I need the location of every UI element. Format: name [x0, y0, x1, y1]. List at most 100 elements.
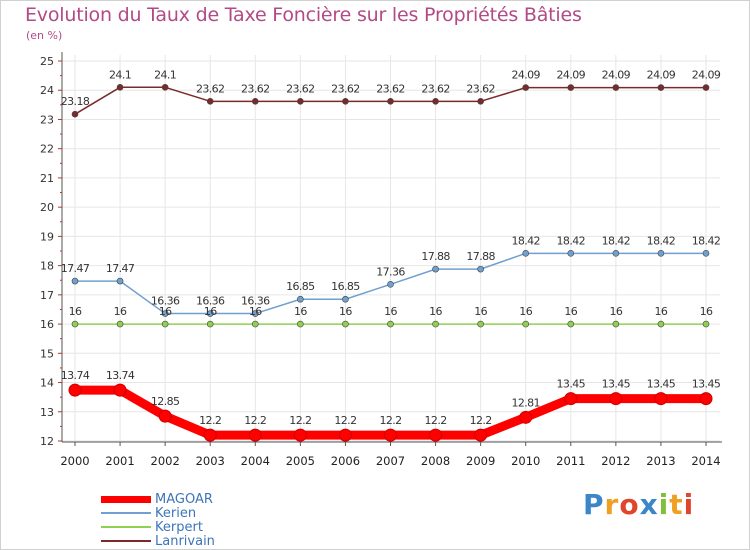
x-tick-label: 2002	[151, 454, 180, 468]
data-label-kerpert: 16	[655, 305, 668, 318]
data-point-kerpert	[116, 320, 124, 328]
data-label-magoar: 13.74	[61, 369, 90, 382]
data-label-kerpert: 16	[204, 305, 217, 318]
data-label-magoar: 12.2	[379, 414, 401, 427]
data-label-magoar: 12.2	[289, 414, 311, 427]
data-point-magoar	[113, 383, 127, 397]
data-point-magoar	[474, 428, 488, 442]
data-point-kerpert	[297, 320, 304, 328]
data-point-kerien	[477, 265, 484, 273]
logo-letter: x	[639, 488, 659, 521]
y-tick-label: 22	[40, 143, 54, 156]
data-point-kerien	[432, 265, 439, 273]
data-label-kerpert: 16	[384, 305, 397, 318]
data-label-kerien: 17.47	[61, 262, 90, 275]
data-label-lanrivain: 24.09	[557, 69, 586, 82]
data-label-magoar: 12.2	[470, 414, 492, 427]
legend-swatch-kerien	[101, 512, 151, 514]
data-point-lanrivain	[567, 84, 575, 91]
data-label-kerpert: 16	[564, 305, 577, 318]
data-label-kerien: 18.42	[557, 234, 586, 247]
data-point-lanrivain	[477, 98, 484, 105]
data-label-kerpert: 16	[609, 305, 622, 318]
data-point-kerien	[297, 295, 304, 303]
x-tick-label: 2009	[466, 454, 495, 468]
y-unit-label: (en %)	[26, 29, 63, 42]
data-point-lanrivain	[161, 84, 169, 91]
data-label-kerpert: 16	[519, 305, 532, 318]
data-label-kerien: 18.42	[692, 234, 721, 247]
y-tick-label: 21	[40, 172, 54, 185]
logo-letter: o	[619, 488, 640, 521]
data-point-lanrivain	[342, 98, 349, 105]
data-point-lanrivain	[251, 98, 259, 105]
x-tick-label: 2013	[646, 454, 675, 468]
x-tick-label: 2011	[556, 454, 585, 468]
data-point-magoar	[654, 392, 668, 406]
y-tick-label: 15	[40, 347, 54, 360]
data-point-kerien	[251, 310, 259, 317]
legend-swatch-lanrivain	[101, 540, 151, 542]
legend-swatch-magoar	[101, 495, 151, 503]
data-point-magoar	[338, 428, 352, 442]
x-tick-label: 2008	[421, 454, 450, 468]
data-point-magoar	[158, 409, 172, 423]
data-label-lanrivain: 24.1	[154, 68, 176, 81]
data-point-kerpert	[342, 320, 349, 328]
data-point-magoar	[429, 428, 443, 442]
data-label-kerpert: 16	[474, 305, 487, 318]
data-point-kerien	[567, 250, 575, 257]
y-tick-label: 16	[40, 318, 54, 331]
y-tick-label: 14	[40, 377, 54, 390]
data-point-lanrivain	[116, 84, 124, 91]
data-label-lanrivain: 23.18	[61, 95, 90, 108]
data-label-magoar: 12.2	[334, 414, 356, 427]
data-point-magoar	[609, 392, 623, 406]
data-label-kerpert: 16	[700, 305, 713, 318]
data-point-magoar	[564, 392, 578, 406]
data-label-kerien: 16.85	[331, 280, 360, 293]
data-point-kerpert	[657, 320, 665, 328]
x-tick-label: 2010	[511, 454, 540, 468]
legend-label-kerpert: Kerpert	[155, 520, 203, 535]
data-label-magoar: 12.2	[244, 414, 266, 427]
data-label-lanrivain: 24.1	[109, 68, 131, 81]
data-label-kerpert: 16	[159, 305, 172, 318]
data-label-lanrivain: 23.62	[241, 82, 270, 95]
x-tick-label: 2004	[241, 454, 270, 468]
data-label-magoar: 12.81	[511, 396, 540, 409]
logo-letter: P	[583, 488, 605, 521]
data-label-kerpert: 16	[114, 305, 127, 318]
x-tick-label: 2003	[196, 454, 225, 468]
data-label-lanrivain: 24.09	[647, 69, 676, 82]
data-label-magoar: 12.2	[199, 414, 221, 427]
data-point-kerpert	[387, 320, 394, 328]
data-point-lanrivain	[702, 84, 710, 91]
data-point-lanrivain	[612, 84, 620, 91]
data-point-lanrivain	[71, 110, 79, 118]
data-point-kerpert	[251, 320, 259, 328]
data-label-lanrivain: 23.62	[421, 82, 450, 95]
data-point-lanrivain	[432, 98, 439, 105]
data-point-kerpert	[477, 320, 484, 328]
data-label-kerpert: 16	[249, 305, 262, 318]
data-label-kerien: 18.42	[602, 234, 631, 247]
data-label-kerien: 16.85	[286, 280, 315, 293]
y-tick-label: 23	[40, 113, 54, 126]
data-point-kerien	[161, 310, 169, 317]
x-tick-label: 2001	[105, 454, 134, 468]
data-label-lanrivain: 23.62	[466, 82, 495, 95]
data-point-magoar	[699, 392, 713, 406]
data-label-kerpert: 16	[429, 305, 442, 318]
data-label-magoar: 13.45	[647, 378, 676, 391]
x-tick-label: 2005	[286, 454, 315, 468]
data-point-kerpert	[567, 320, 575, 328]
data-label-kerpert: 16	[294, 305, 307, 318]
logo-letter: r	[604, 488, 620, 521]
data-label-kerien: 17.88	[466, 250, 495, 263]
data-point-kerien	[657, 250, 665, 257]
legend-label-kerien: Kerien	[155, 506, 197, 521]
data-point-kerpert	[161, 320, 169, 328]
logo-letter: i	[683, 488, 695, 521]
